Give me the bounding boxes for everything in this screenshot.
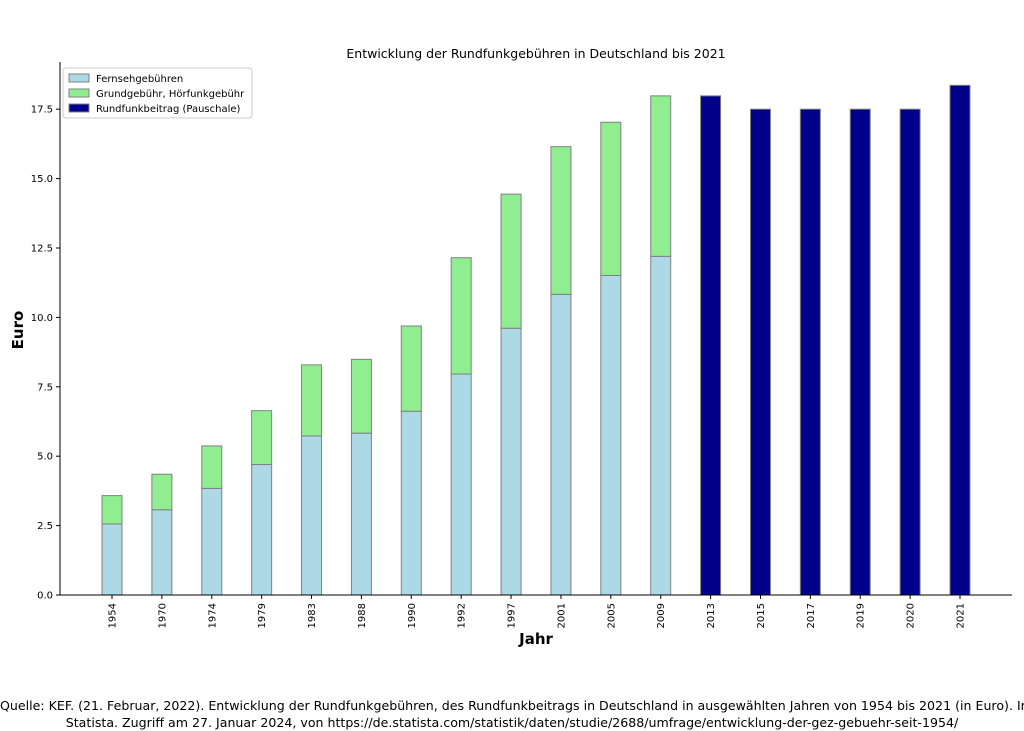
x-tick-label: 1983 bbox=[307, 603, 318, 628]
bar-1997-series-0 bbox=[500, 327, 522, 596]
bar-1990-series-0 bbox=[400, 410, 422, 596]
chart-title: Entwicklung der Rundfunkgebühren in Deut… bbox=[346, 46, 725, 61]
bar-2009-series-1 bbox=[650, 95, 672, 257]
bar-1979-series-1 bbox=[251, 410, 273, 466]
legend-entry: Grundgebühr, Hörfunkgebühr bbox=[96, 89, 245, 100]
source-line-2: Statista. Zugriff am 27. Januar 2024, vo… bbox=[65, 715, 959, 730]
x-tick-label: 2017 bbox=[806, 603, 817, 628]
x-tick-label: 1954 bbox=[108, 603, 119, 628]
bar-2017-series-2 bbox=[799, 108, 821, 596]
bar-1983-series-1 bbox=[301, 364, 323, 437]
x-axis: 1954 1970 1974 1979 1983 1988 1990 1992 1997 2001… bbox=[60, 594, 1012, 628]
y-axis: 0.0 2.5 5.0 7.5 10.0 12.5 15.0 17.5 bbox=[31, 62, 61, 602]
bar-1974-series-0 bbox=[201, 487, 223, 596]
y-axis-label: Euro bbox=[9, 311, 27, 350]
x-tick-label: 2019 bbox=[856, 603, 867, 628]
bar-1997-series-1 bbox=[500, 193, 522, 329]
bar-2001-series-0 bbox=[550, 293, 572, 596]
x-tick-label: 1974 bbox=[207, 603, 218, 628]
x-tick-label: 1992 bbox=[457, 603, 468, 628]
x-axis-label: Jahr bbox=[518, 630, 553, 648]
bar-1983-series-0 bbox=[301, 435, 323, 596]
legend-box bbox=[62, 67, 253, 119]
bar-1988-series-1 bbox=[350, 358, 372, 434]
bar-2013-series-2 bbox=[700, 95, 722, 596]
bar-2019-series-2 bbox=[849, 108, 871, 596]
bar-1954-series-0 bbox=[101, 523, 123, 596]
bar-1979-series-0 bbox=[251, 464, 273, 596]
bar-1992-series-1 bbox=[450, 257, 472, 375]
bar-1970-series-0 bbox=[151, 509, 173, 596]
source-note: Quelle: KEF. (21. Februar, 2022). Entwic… bbox=[0, 697, 1024, 731]
bar-2015-series-2 bbox=[749, 108, 771, 596]
bar-1990-series-1 bbox=[400, 325, 422, 412]
y-tick-label: 7.5 bbox=[37, 382, 53, 393]
legend-swatch bbox=[68, 73, 90, 83]
x-tick-label: 2020 bbox=[906, 603, 917, 628]
bar-2005-series-0 bbox=[600, 274, 622, 596]
x-tick-label: 2005 bbox=[606, 603, 617, 628]
y-tick-label: 10.0 bbox=[31, 313, 53, 324]
bar-1970-series-1 bbox=[151, 473, 173, 511]
bar-2020-series-2 bbox=[899, 108, 921, 596]
bar-2005-series-1 bbox=[600, 121, 622, 276]
legend: Fernsehgebühren Grundgebühr, Hörfunkgebüh… bbox=[62, 67, 253, 119]
bar-1974-series-1 bbox=[201, 445, 223, 489]
x-tick-label: 2009 bbox=[656, 603, 667, 628]
x-tick-label: 2015 bbox=[756, 603, 767, 628]
x-tick-label: 1970 bbox=[157, 603, 168, 628]
y-tick-label: 2.5 bbox=[37, 521, 53, 532]
y-tick-label: 5.0 bbox=[37, 452, 53, 463]
y-tick-label: 17.5 bbox=[31, 105, 53, 116]
legend-entry: Rundfunkbeitrag (Pauschale) bbox=[96, 104, 241, 115]
x-tick-label: 2013 bbox=[706, 603, 717, 628]
legend-swatch bbox=[68, 88, 90, 98]
legend-swatch bbox=[68, 103, 90, 113]
y-tick-label: 15.0 bbox=[31, 174, 53, 185]
bar-1992-series-0 bbox=[450, 373, 472, 596]
y-tick-label: 0.0 bbox=[37, 591, 53, 602]
bar-1988-series-0 bbox=[350, 432, 372, 596]
y-tick-label: 12.5 bbox=[31, 243, 53, 254]
source-line-1: Quelle: KEF. (21. Februar, 2022). Entwic… bbox=[0, 698, 1024, 713]
bar-2009-series-0 bbox=[650, 255, 672, 596]
x-tick-label: 1990 bbox=[407, 603, 418, 628]
x-tick-label: 1988 bbox=[357, 603, 368, 628]
legend-entry: Fernsehgebühren bbox=[96, 74, 183, 85]
x-tick-label: 1979 bbox=[257, 603, 268, 628]
bar-1954-series-1 bbox=[101, 495, 123, 525]
bar-2001-series-1 bbox=[550, 146, 572, 295]
bars-layer bbox=[101, 84, 971, 596]
bar-2021-series-2 bbox=[949, 84, 971, 596]
x-tick-label: 2021 bbox=[956, 603, 967, 628]
x-tick-label: 2001 bbox=[556, 603, 567, 628]
x-tick-label: 1997 bbox=[507, 603, 518, 628]
